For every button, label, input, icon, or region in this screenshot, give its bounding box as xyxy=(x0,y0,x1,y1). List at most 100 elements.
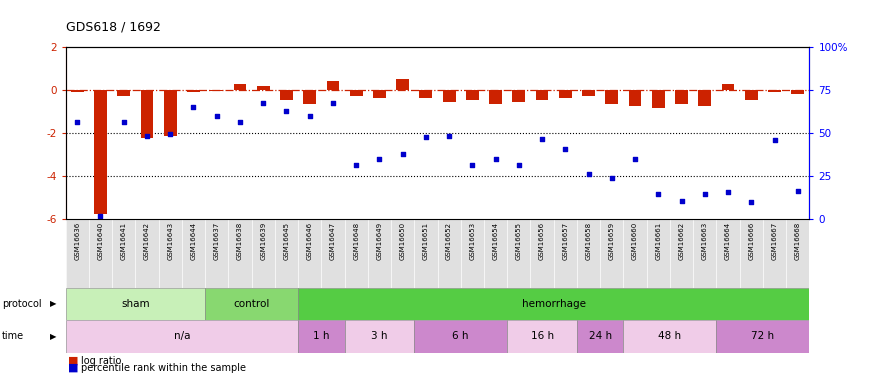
Point xyxy=(116,119,130,125)
Bar xyxy=(345,320,414,352)
Text: 72 h: 72 h xyxy=(752,331,774,341)
Bar xyxy=(577,320,623,352)
Point xyxy=(164,131,178,137)
Point xyxy=(582,171,596,177)
Bar xyxy=(513,90,525,102)
Text: GSM16648: GSM16648 xyxy=(354,222,359,260)
Point xyxy=(791,188,805,194)
Bar xyxy=(298,320,345,352)
Text: GSM16667: GSM16667 xyxy=(772,222,778,261)
Point xyxy=(628,156,642,162)
Bar xyxy=(66,288,205,320)
Point xyxy=(186,104,200,110)
Bar xyxy=(652,90,665,108)
Bar xyxy=(443,90,456,102)
Point xyxy=(697,191,711,197)
Bar xyxy=(304,90,316,104)
Bar xyxy=(205,288,298,320)
Text: GSM16650: GSM16650 xyxy=(400,222,406,260)
Bar xyxy=(628,90,641,106)
Point xyxy=(442,133,456,139)
Text: control: control xyxy=(234,299,270,309)
Bar xyxy=(164,90,177,136)
Bar xyxy=(373,90,386,98)
Bar xyxy=(210,90,223,91)
Text: GSM16656: GSM16656 xyxy=(539,222,545,260)
Bar xyxy=(350,90,362,96)
Point xyxy=(373,156,387,162)
Text: ■: ■ xyxy=(68,356,79,366)
Point xyxy=(419,134,433,140)
Point xyxy=(279,108,293,114)
Bar xyxy=(466,90,479,100)
Bar xyxy=(187,90,200,92)
Bar xyxy=(745,90,758,99)
Bar xyxy=(676,90,688,104)
Text: GDS618 / 1692: GDS618 / 1692 xyxy=(66,21,160,34)
Text: GSM16661: GSM16661 xyxy=(655,222,662,261)
Bar xyxy=(234,84,247,90)
Bar xyxy=(256,86,270,90)
Text: GSM16663: GSM16663 xyxy=(702,222,708,261)
Bar xyxy=(298,288,809,320)
Bar xyxy=(141,90,153,138)
Bar xyxy=(559,90,571,98)
Point xyxy=(675,198,689,204)
Point xyxy=(233,119,247,125)
Text: GSM16641: GSM16641 xyxy=(121,222,127,260)
Point xyxy=(94,213,108,219)
Text: log ratio: log ratio xyxy=(81,356,122,366)
Point xyxy=(466,162,480,168)
Point xyxy=(767,137,781,143)
Text: GSM16644: GSM16644 xyxy=(191,222,197,260)
Text: 6 h: 6 h xyxy=(452,331,469,341)
Point xyxy=(512,162,526,168)
Text: 1 h: 1 h xyxy=(313,331,330,341)
Text: GSM16649: GSM16649 xyxy=(376,222,382,260)
Text: GSM16654: GSM16654 xyxy=(493,222,499,260)
Text: ▶: ▶ xyxy=(51,299,57,308)
Bar xyxy=(66,320,298,352)
Point xyxy=(536,136,550,142)
Text: percentile rank within the sample: percentile rank within the sample xyxy=(81,363,247,373)
Bar xyxy=(717,320,809,352)
Text: n/a: n/a xyxy=(173,331,190,341)
Bar xyxy=(623,320,717,352)
Point xyxy=(745,199,759,205)
Text: GSM16636: GSM16636 xyxy=(74,222,80,261)
Text: sham: sham xyxy=(121,299,150,309)
Text: GSM16660: GSM16660 xyxy=(632,222,638,261)
Text: 16 h: 16 h xyxy=(530,331,554,341)
Bar xyxy=(326,81,340,90)
Bar xyxy=(536,90,549,99)
Bar xyxy=(582,90,595,96)
Text: time: time xyxy=(2,331,24,341)
Bar xyxy=(722,84,734,90)
Point xyxy=(326,100,340,106)
Point xyxy=(605,175,619,181)
Bar xyxy=(606,90,619,104)
Text: GSM16640: GSM16640 xyxy=(97,222,103,260)
Point xyxy=(140,133,154,139)
Text: GSM16662: GSM16662 xyxy=(678,222,684,260)
Text: 3 h: 3 h xyxy=(371,331,388,341)
Text: hemorrhage: hemorrhage xyxy=(522,299,585,309)
Point xyxy=(349,162,363,168)
Text: GSM16637: GSM16637 xyxy=(214,222,220,261)
Bar xyxy=(489,90,502,104)
Text: 24 h: 24 h xyxy=(589,331,612,341)
Text: 48 h: 48 h xyxy=(658,331,682,341)
Text: GSM16657: GSM16657 xyxy=(563,222,569,260)
Text: GSM16642: GSM16642 xyxy=(144,222,150,260)
Bar xyxy=(117,90,130,96)
Text: GSM16666: GSM16666 xyxy=(748,222,754,261)
Text: protocol: protocol xyxy=(2,299,41,309)
Text: GSM16647: GSM16647 xyxy=(330,222,336,260)
Bar xyxy=(280,90,293,100)
Text: GSM16646: GSM16646 xyxy=(306,222,312,260)
Point xyxy=(488,156,502,162)
Text: GSM16658: GSM16658 xyxy=(585,222,592,260)
Bar xyxy=(94,90,107,214)
Point xyxy=(210,112,224,118)
Bar xyxy=(71,90,84,92)
